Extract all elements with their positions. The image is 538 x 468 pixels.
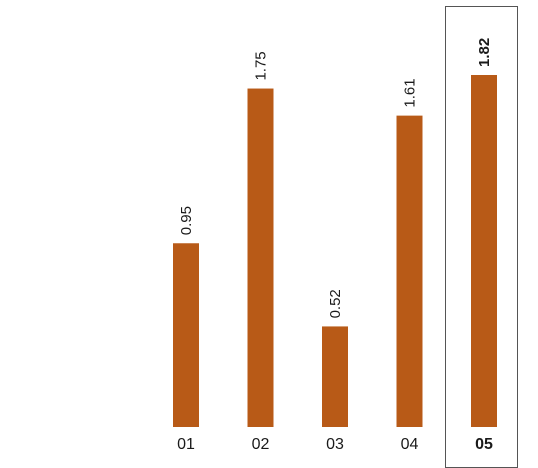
value-labels-group: 0.95 1.75 0.52 1.61 1.82	[178, 38, 493, 319]
value-label-04: 1.61	[402, 78, 419, 107]
value-label-05: 1.82	[476, 38, 493, 67]
category-label-01: 01	[177, 436, 195, 453]
bars-group	[173, 75, 497, 428]
bar-04	[396, 115, 423, 428]
category-label-05: 05	[475, 436, 493, 453]
value-label-02: 1.75	[253, 51, 270, 80]
category-label-04: 04	[401, 436, 419, 453]
category-label-03: 03	[326, 436, 344, 453]
bar-05	[471, 75, 497, 427]
bar-01	[173, 243, 199, 427]
bar-03	[322, 326, 348, 427]
value-label-03: 0.52	[327, 289, 344, 318]
category-label-02: 02	[252, 436, 270, 453]
category-labels-group: 01 02 03 04 05	[177, 436, 493, 453]
value-label-01: 0.95	[178, 206, 195, 235]
bar-02	[247, 88, 274, 427]
